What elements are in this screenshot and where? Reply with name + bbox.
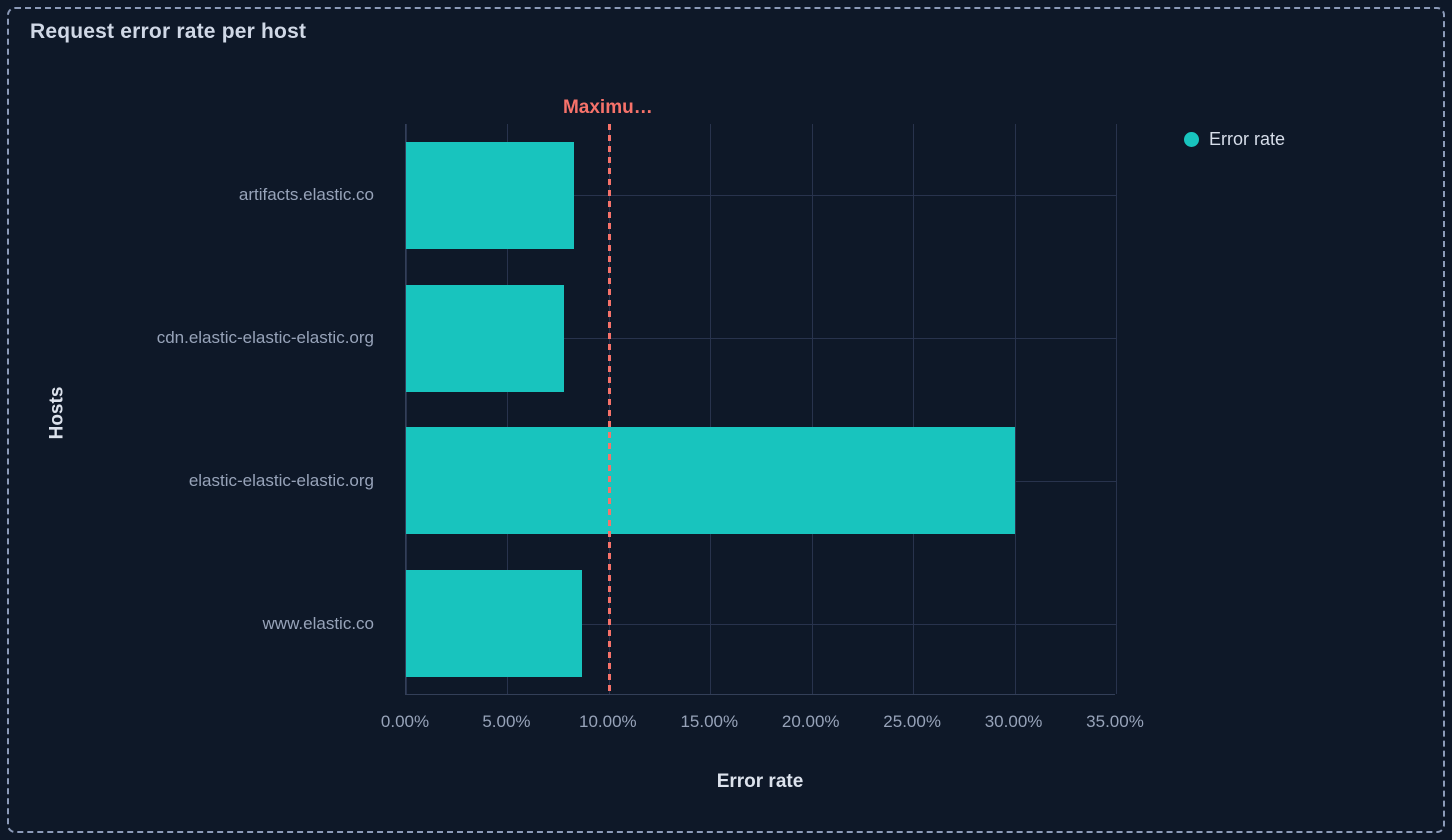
plot-area [405, 124, 1117, 695]
gridline-vertical [507, 124, 509, 694]
x-tick-label: 25.00% [883, 712, 941, 731]
x-tick-label: 35.00% [1086, 712, 1144, 731]
gridline-vertical [406, 124, 407, 694]
gridline-horizontal [406, 195, 1116, 196]
y-tick-label: www.elastic.co [262, 613, 374, 633]
legend-item-label: Error rate [1209, 129, 1286, 149]
gridline-vertical [1116, 124, 1117, 694]
annotation-line-label: Maximu… [562, 97, 653, 118]
bar-artifacts.elastic.co[interactable] [406, 142, 575, 249]
bar-elastic-elastic-elastic.org[interactable] [406, 427, 1015, 534]
y-tick-label: elastic-elastic-elastic.org [188, 470, 374, 490]
x-tick-label: 0.00% [380, 712, 430, 731]
chart-title: Request error rate per host [30, 20, 307, 43]
gridline-vertical [710, 124, 712, 694]
x-tick-label: 20.00% [781, 712, 840, 731]
y-tick-label: cdn.elastic-elastic-elastic.org [156, 328, 374, 348]
bar-www.elastic.co[interactable] [406, 570, 583, 677]
legend-item-error-rate[interactable]: Error rate [1184, 129, 1285, 150]
x-tick-label: 5.00% [482, 712, 531, 731]
gridline-horizontal [406, 338, 1116, 339]
x-tick-label: 30.00% [984, 712, 1043, 731]
x-tick-label: 10.00% [579, 712, 637, 731]
gridline-horizontal [406, 624, 1116, 625]
x-axis-title: Error rate [716, 771, 804, 792]
y-tick-label: artifacts.elastic.co [238, 185, 374, 205]
gridline-vertical [811, 124, 813, 694]
legend-color-dot-icon [1184, 132, 1199, 147]
gridline-vertical [913, 124, 915, 694]
chart-panel: Request error rate per host Error rate H… [7, 7, 1445, 833]
bar-cdn.elastic-elastic-elastic.org[interactable] [406, 285, 565, 392]
x-tick-label: 15.00% [680, 712, 739, 731]
gridline-vertical [1014, 124, 1016, 694]
annotation-threshold-line [607, 124, 611, 694]
y-axis-title: Hosts [46, 386, 68, 440]
